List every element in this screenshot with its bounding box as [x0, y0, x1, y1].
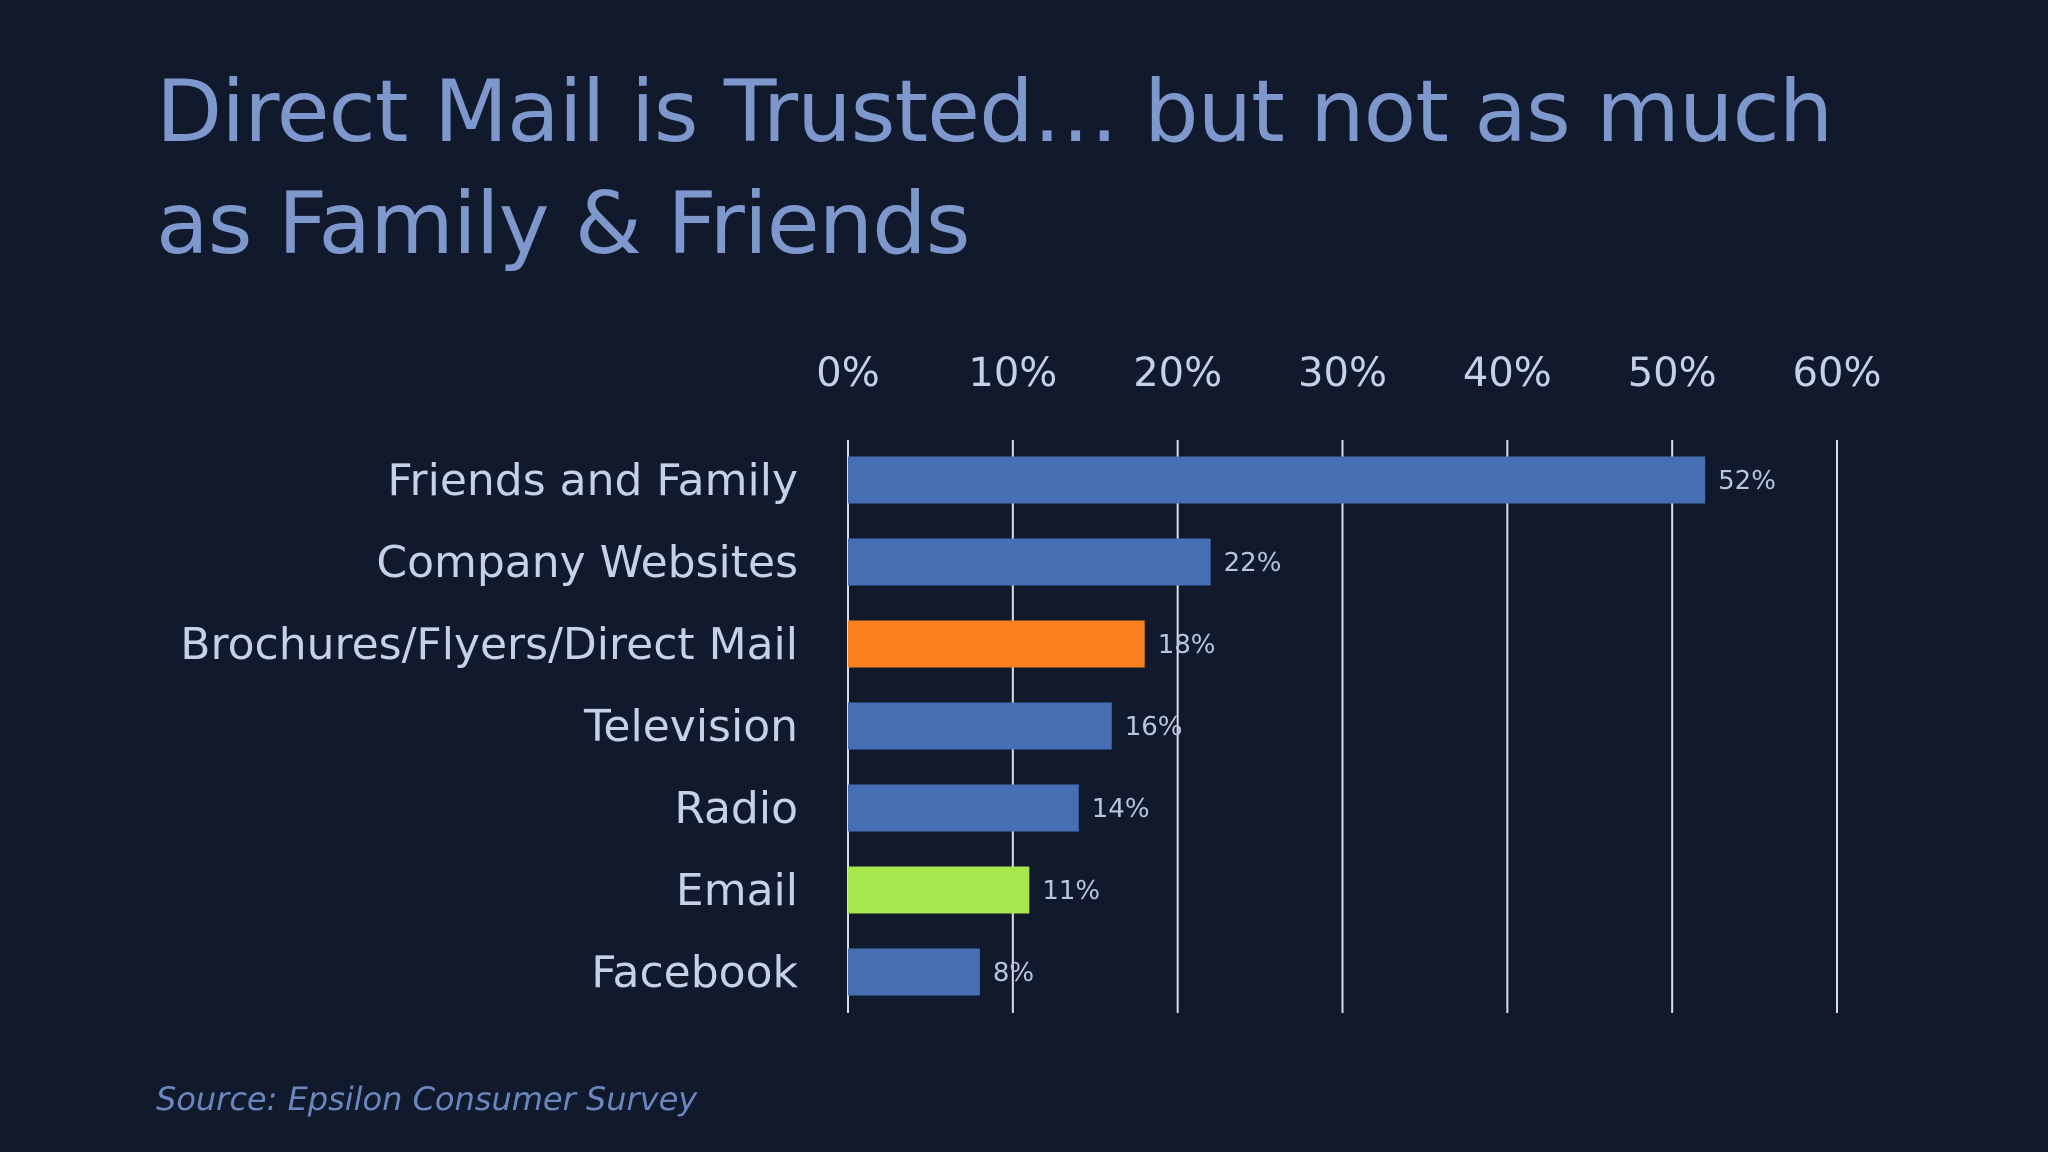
- data-label: 22%: [1224, 548, 1282, 578]
- x-tick-label: 50%: [1628, 350, 1717, 396]
- data-labels: 52% 22% 18% 16% 14% 11% 8%: [993, 466, 1776, 988]
- slide-title: Direct Mail is Trusted… but not as much …: [156, 56, 1956, 280]
- category-label: Radio: [674, 783, 798, 834]
- bar-email: [848, 866, 1030, 914]
- data-label: 52%: [1718, 466, 1776, 496]
- category-label: Television: [583, 701, 798, 752]
- data-label: 16%: [1125, 712, 1183, 742]
- bar-company-websites: [848, 538, 1211, 586]
- bar-brochures-flyers-direct-mail: [848, 620, 1145, 668]
- data-label: 8%: [993, 958, 1034, 988]
- category-labels: Friends and Family Company Websites Brochu…: [180, 455, 798, 998]
- data-label: 14%: [1092, 794, 1150, 824]
- bar-radio: [848, 784, 1079, 832]
- bar-facebook: [848, 948, 980, 996]
- bars: [848, 456, 1706, 996]
- x-tick-label: 60%: [1793, 350, 1882, 396]
- category-label: Brochures/Flyers/Direct Mail: [180, 619, 798, 670]
- bar-television: [848, 702, 1112, 750]
- category-label: Friends and Family: [387, 455, 798, 506]
- x-tick-label: 40%: [1463, 350, 1552, 396]
- category-label: Facebook: [591, 947, 798, 998]
- title-line-1: Direct Mail is Trusted… but not as much: [156, 62, 1833, 162]
- x-tick-label: 0%: [816, 350, 879, 396]
- category-label: Company Websites: [376, 537, 798, 588]
- x-tick-label: 20%: [1133, 350, 1222, 396]
- title-line-2: as Family & Friends: [156, 174, 971, 274]
- x-axis-ticks: 0% 10% 20% 30% 40% 50% 60%: [816, 350, 1881, 396]
- source-note: Source: Epsilon Consumer Survey: [156, 1080, 698, 1118]
- gridlines: [847, 440, 1838, 1013]
- x-tick-label: 10%: [968, 350, 1057, 396]
- data-label: 18%: [1158, 630, 1216, 660]
- category-label: Email: [676, 865, 798, 916]
- data-label: 11%: [1042, 876, 1100, 906]
- x-tick-label: 30%: [1298, 350, 1387, 396]
- bar-friends-and-family: [848, 456, 1706, 504]
